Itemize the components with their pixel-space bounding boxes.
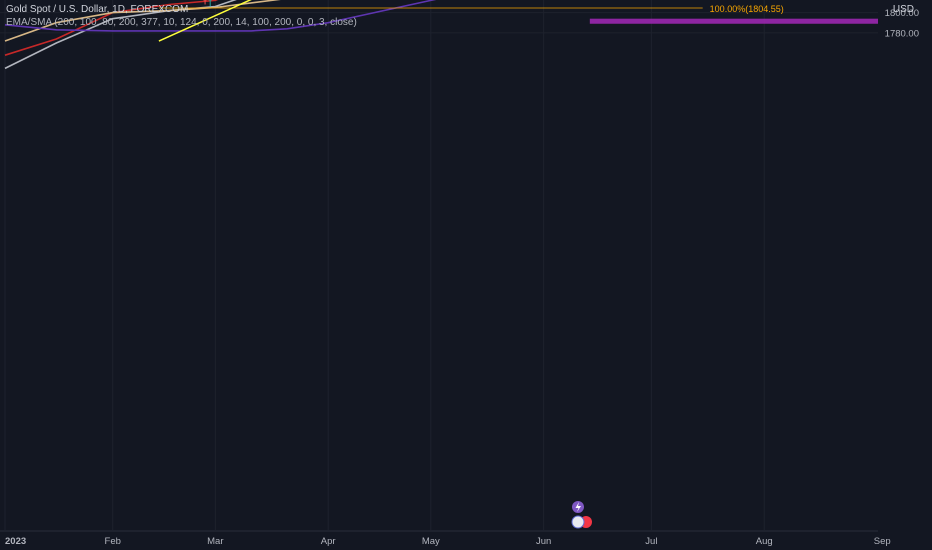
moving-average-line (4, 0, 281, 42)
us-flag-icon[interactable] (571, 515, 585, 529)
candle-down (203, 0, 207, 5)
candles (203, 0, 212, 7)
supply-demand-zone[interactable] (589, 18, 919, 24)
price-axis[interactable]: 1780.001800.001820.001840.001860.001880.… (878, 0, 932, 550)
trend-lines[interactable] (0, 0, 590, 42)
lightning-glyph (575, 502, 581, 512)
supply-demand-zones[interactable] (5, 0, 919, 24)
time-tick-label: Jun (536, 536, 551, 547)
time-tick-label: 2023 (5, 536, 26, 547)
fib-level-label: 100.00%(1804.55) (710, 4, 784, 14)
time-tick-label: Aug (756, 536, 773, 547)
moving-averages (4, 0, 437, 70)
moving-average-line (4, 0, 437, 32)
price-tick-label: 1780.00 (885, 28, 919, 39)
symbol-title[interactable]: Gold Spot / U.S. Dollar, 1D, FOREXCOM (6, 4, 189, 15)
candle-up (208, 0, 212, 7)
currency-label: USD (892, 4, 914, 15)
moving-average-line (4, 0, 219, 56)
time-tick-label: Feb (105, 536, 121, 547)
time-tick-label: Jul (645, 536, 657, 547)
time-tick-label: Mar (207, 536, 223, 547)
time-tick-label: Sep (874, 536, 891, 547)
channel-trend-line[interactable] (158, 0, 590, 42)
fibonacci-retracement[interactable]: 0.00%(2080.29)38.20%(1974.96)50.00%(1942… (158, 0, 784, 14)
price-axis-background (878, 0, 932, 550)
time-axis[interactable]: 2023 Feb Mar Apr May Jun Jul Aug Sep (0, 530, 891, 547)
time-tick-label: Apr (321, 536, 336, 547)
time-tick-label: May (422, 536, 440, 547)
indicator-legend[interactable]: EMA/SMA (200, 100, 80, 200, 377, 10, 124… (6, 17, 357, 28)
price-tick-label: 1800.00 (885, 8, 919, 19)
event-markers[interactable] (571, 501, 592, 529)
moving-average-line (4, 0, 237, 70)
